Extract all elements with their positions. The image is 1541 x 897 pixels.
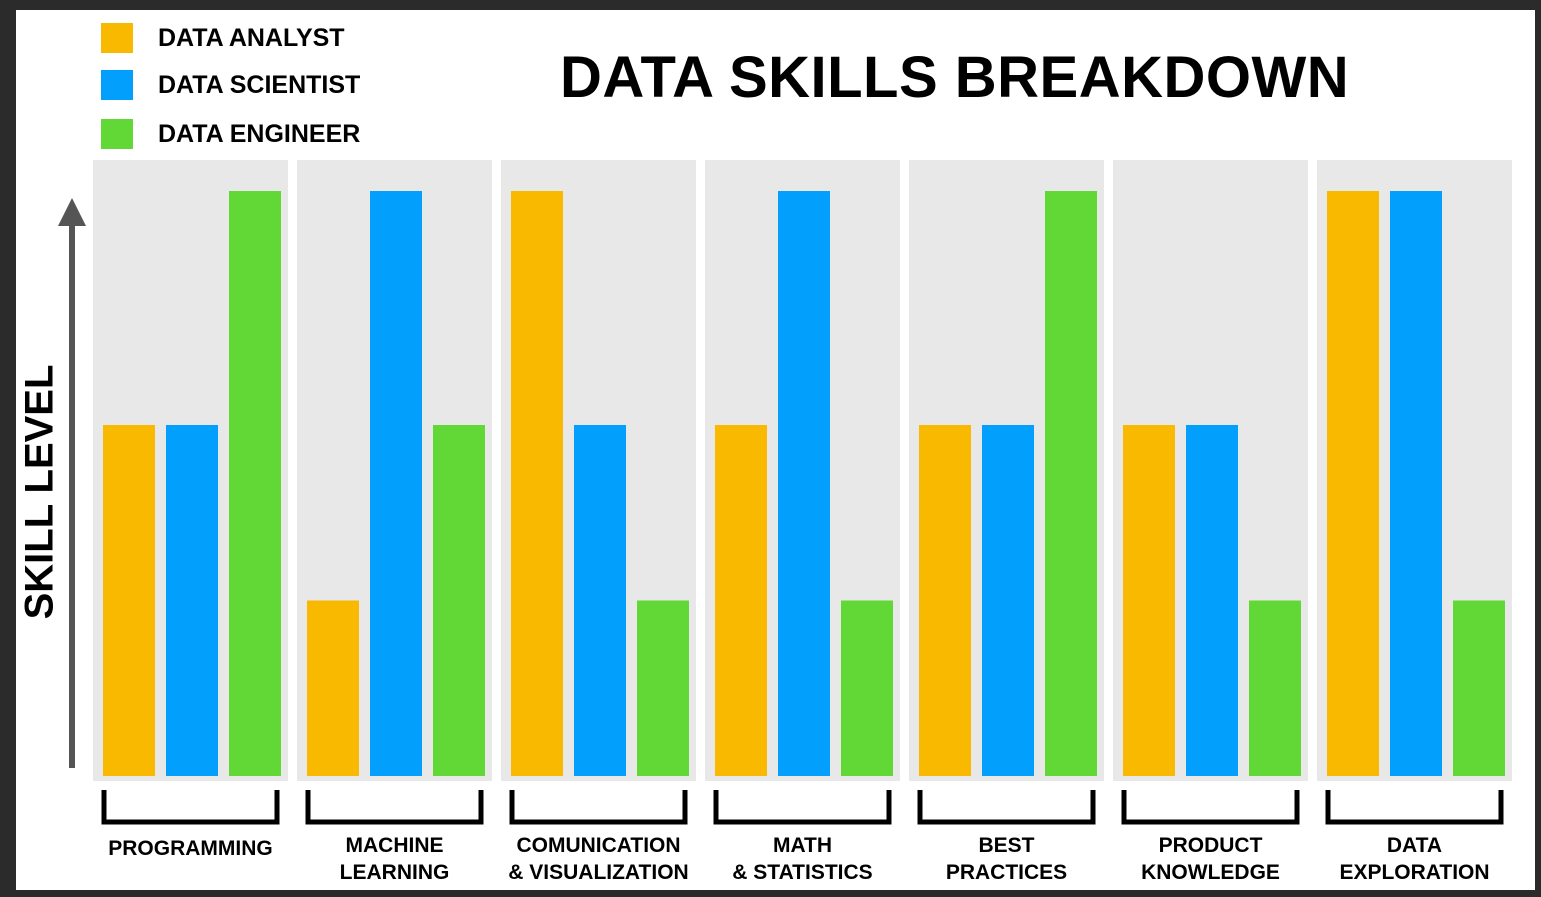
legend-label: DATA ENGINEER <box>158 120 361 148</box>
category-label-math-statistics: MATH & STATISTICS <box>732 834 873 884</box>
bar-data-analyst-product-knowledge <box>1123 425 1175 776</box>
bar-data-analyst-machine-learning <box>307 600 359 776</box>
bar-data-engineer-math-statistics <box>841 600 893 776</box>
bar-data-scientist-best-practices <box>982 425 1034 776</box>
bar-data-scientist-math-statistics <box>778 191 830 776</box>
bar-data-scientist-product-knowledge <box>1186 425 1238 776</box>
legend-swatch-data-analyst <box>101 23 133 53</box>
bar-data-scientist-machine-learning <box>370 191 422 776</box>
legend-swatch-data-scientist <box>101 70 133 100</box>
category-bracket-math-statistics <box>713 790 892 825</box>
bar-data-scientist-comunication-visualization <box>574 425 626 776</box>
category-label-data-exploration: DATA EXPLORATION <box>1339 834 1490 884</box>
category-bracket-best-practices <box>917 790 1096 825</box>
category-bracket-comunication-visualization <box>509 790 688 825</box>
bar-data-analyst-best-practices <box>919 425 971 776</box>
chart-frame: DATA ANALYST DATA SCIENTIST DATA ENGINEE… <box>16 10 1535 890</box>
bar-data-analyst-comunication-visualization <box>511 191 563 776</box>
bar-data-analyst-programming <box>103 425 155 776</box>
bar-data-engineer-product-knowledge <box>1249 600 1301 776</box>
bar-data-scientist-data-exploration <box>1390 191 1442 776</box>
bar-data-engineer-machine-learning <box>433 425 485 776</box>
category-label-comunication-visualization: COMUNICATION & VISUALIZATION <box>508 834 689 884</box>
bar-data-engineer-data-exploration <box>1453 600 1505 776</box>
bar-data-engineer-programming <box>229 191 281 776</box>
chart-canvas <box>58 160 1512 825</box>
category-bracket-machine-learning <box>305 790 484 825</box>
category-bracket-programming <box>101 790 280 825</box>
bar-data-scientist-programming <box>166 425 218 776</box>
category-bracket-data-exploration <box>1325 790 1504 825</box>
category-label-best-practices: BEST PRACTICES <box>945 834 1068 884</box>
category-label-programming: PROGRAMMING <box>108 837 273 860</box>
category-bracket-product-knowledge <box>1121 790 1300 825</box>
bar-data-engineer-comunication-visualization <box>637 600 689 776</box>
legend-swatch-data-engineer <box>101 119 133 149</box>
bar-data-analyst-data-exploration <box>1327 191 1379 776</box>
chart-title: DATA SKILLS BREAKDOWN <box>560 45 1350 110</box>
legend-label: DATA SCIENTIST <box>158 71 361 99</box>
bar-data-engineer-best-practices <box>1045 191 1097 776</box>
legend-label: DATA ANALYST <box>158 24 345 52</box>
bar-data-analyst-math-statistics <box>715 425 767 776</box>
y-axis-arrow-head <box>58 198 86 226</box>
category-label-product-knowledge: PRODUCT KNOWLEDGE <box>1141 834 1280 884</box>
category-label-machine-learning: MACHINE LEARNING <box>339 834 450 884</box>
